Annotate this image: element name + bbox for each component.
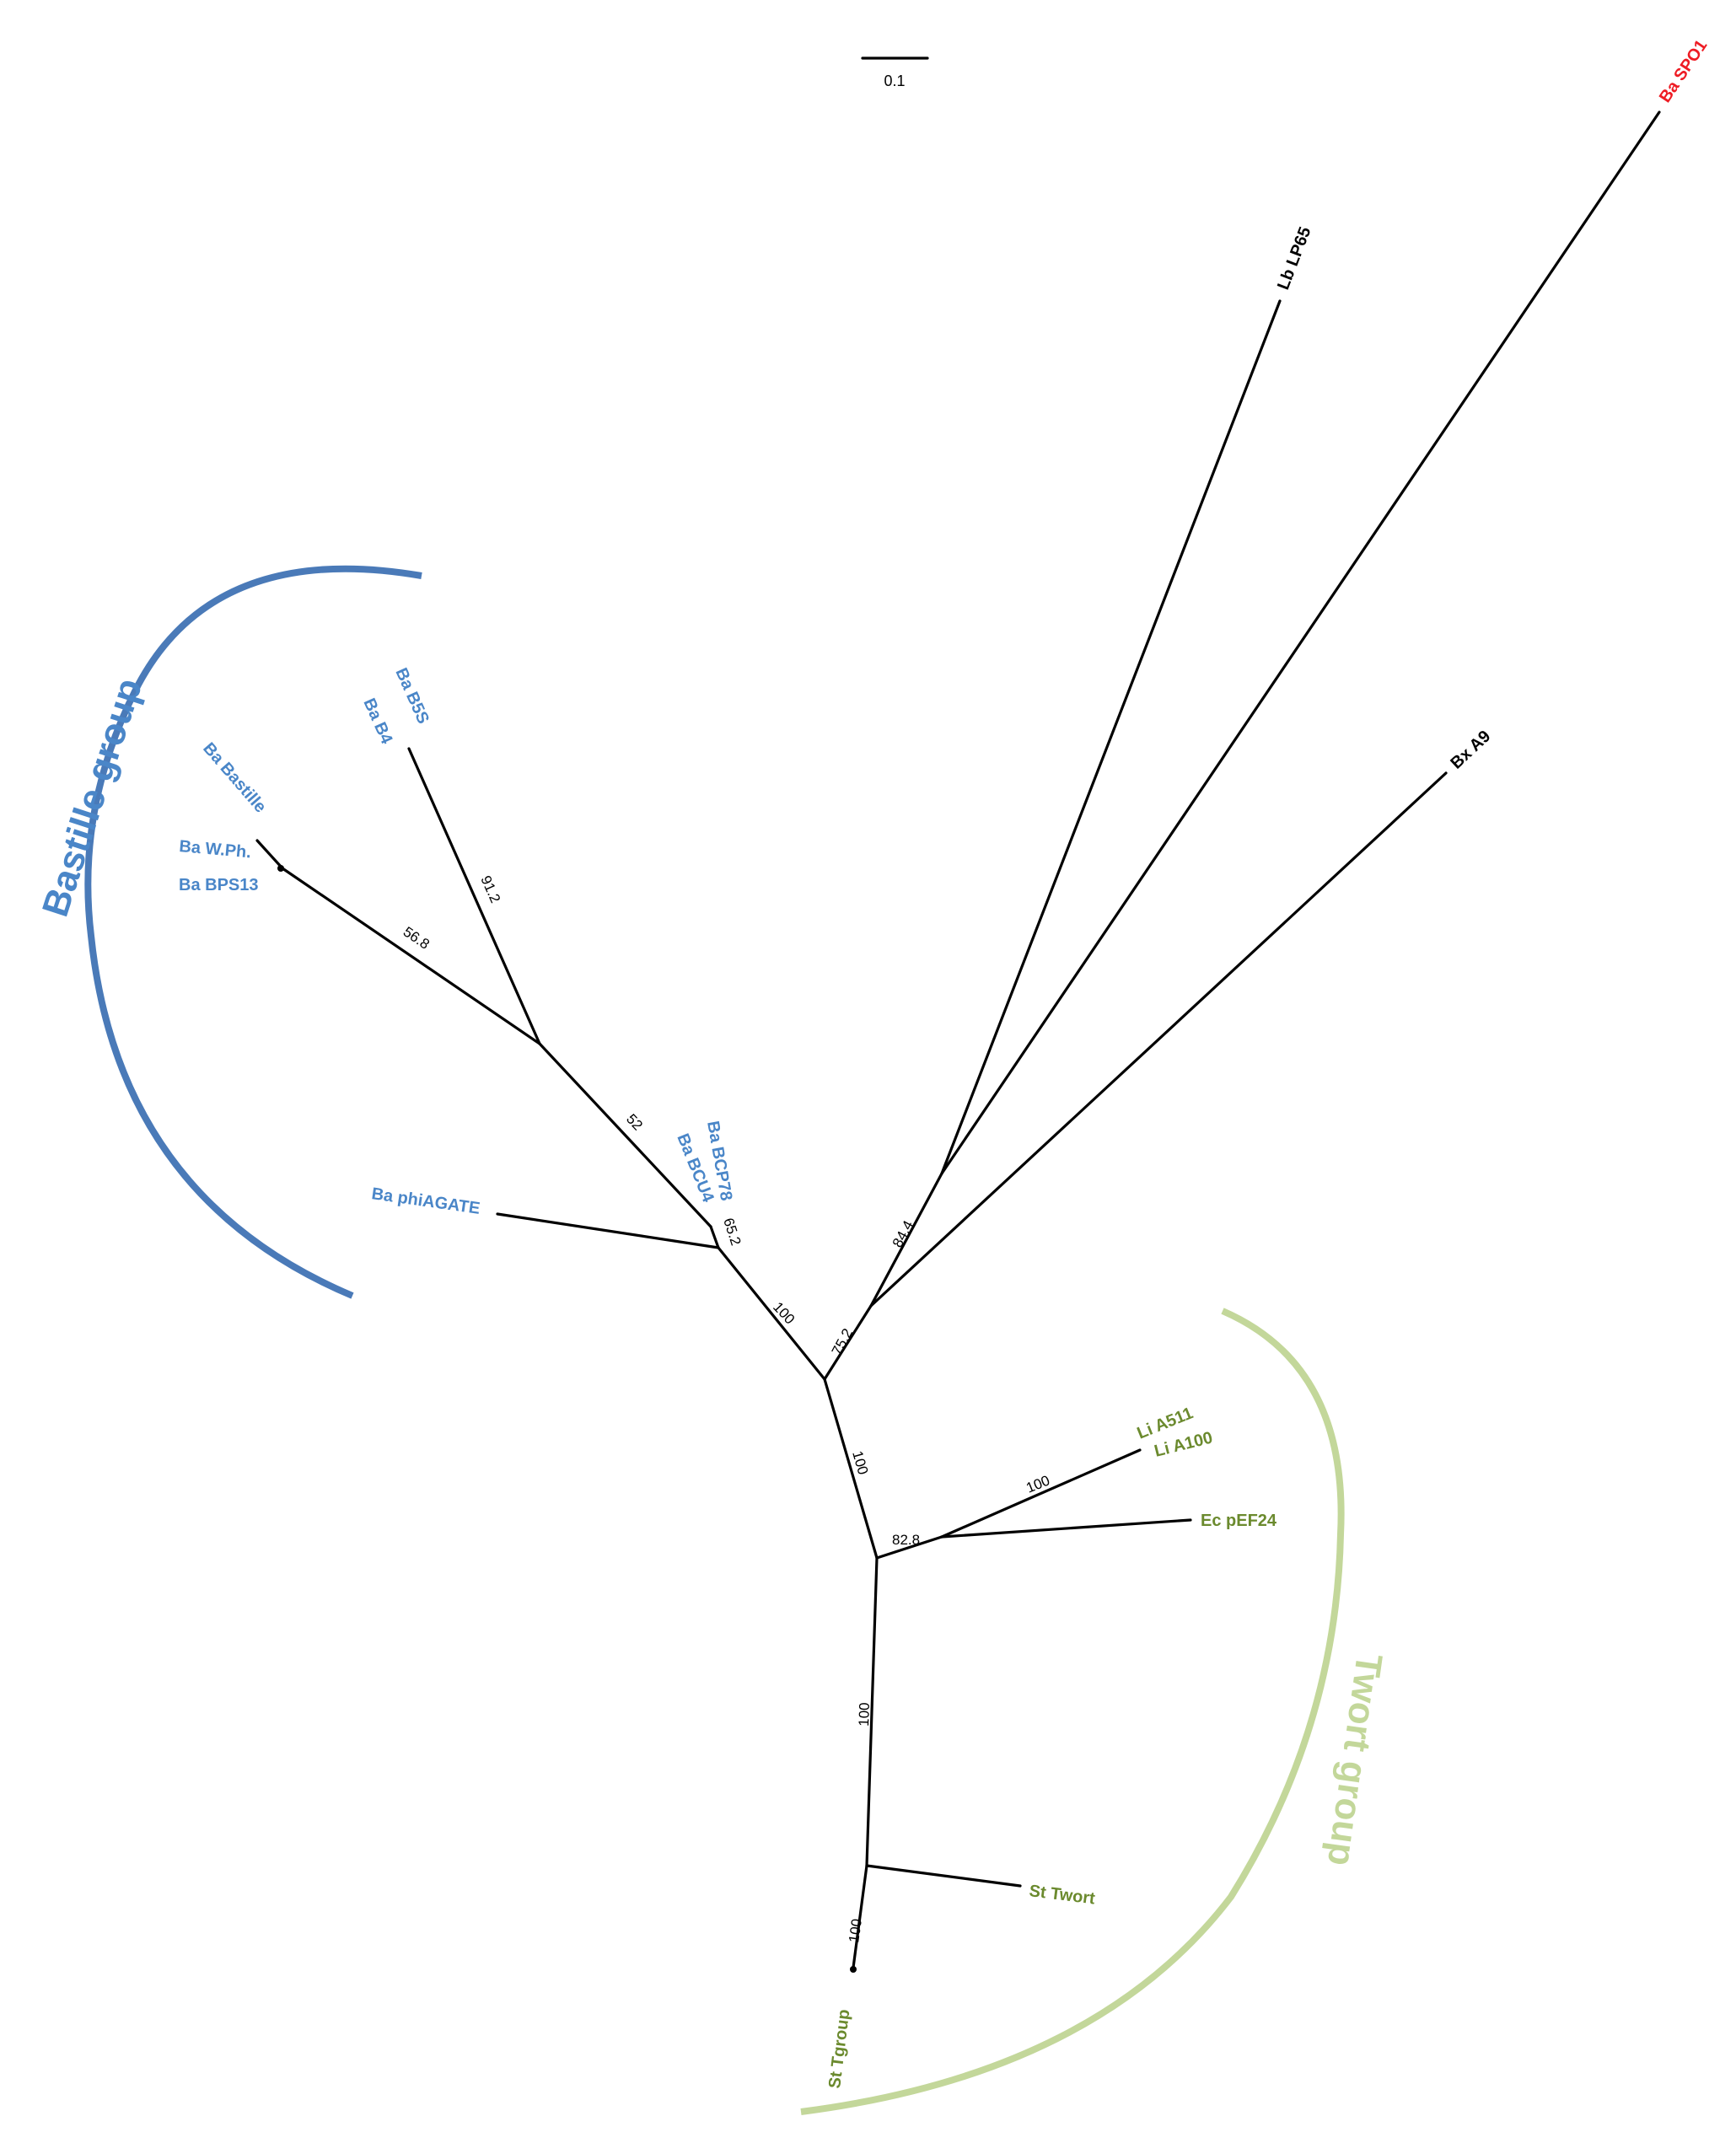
branch-568 [281, 867, 541, 1045]
branch-844 [869, 1172, 943, 1308]
twort-group-label: Twort group [1319, 1652, 1390, 1869]
taxon-ba-phiagate: Ba phiAGATE [370, 1184, 481, 1218]
branch-root-bastille [717, 1246, 826, 1381]
branch-root-twort [823, 1378, 879, 1560]
bootstrap-828: 82.8 [892, 1532, 920, 1548]
bootstrap-568: 56.8 [400, 924, 433, 953]
taxon-ba-spo1: Ba SPO1 [1656, 36, 1711, 105]
taxon-st-tgroup: St Tgroup [825, 2008, 853, 2089]
branch-root-upper [823, 1304, 873, 1381]
branch-ec-pef24 [940, 1518, 1192, 1539]
taxon-ba-b5s: Ba B5S [391, 665, 433, 727]
branch-st-tgroup [852, 1864, 868, 1969]
taxon-labels: Ba SPO1 Lb LP65 Bx A9 Ba B5S Ba B4 Ba Ba… [179, 36, 1712, 2089]
taxon-st-twort: St Twort [1028, 1882, 1096, 1908]
taxon-ba-b4: Ba B4 [359, 696, 396, 748]
scale-bar: 0.1 [861, 56, 929, 89]
collapsed-node-tgroup [850, 1966, 857, 1973]
bootstrap-100-listeria: 100 [1024, 1472, 1051, 1496]
branch-52 [538, 1042, 712, 1228]
bootstrap-52: 52 [623, 1111, 646, 1134]
twort-group-arc [800, 1308, 1345, 2115]
taxon-ba-bastille: Ba Bastille [199, 739, 270, 817]
bootstrap-100-tgroup: 100 [846, 1918, 865, 1944]
branch-652 [709, 1225, 720, 1249]
taxon-bx-a9: Bx A9 [1447, 727, 1494, 772]
branches [255, 110, 1661, 1973]
branch-bx-a9 [869, 771, 1448, 1308]
collapsed-node-bps13 [277, 865, 284, 872]
branch-st-twort [865, 1864, 1022, 1888]
branch-listeria [940, 1448, 1142, 1539]
taxon-ec-pef24: Ec pEF24 [1201, 1512, 1277, 1530]
bootstrap-912: 91.2 [477, 873, 503, 905]
bastille-group-arc [84, 565, 422, 1299]
branch-b5s-b4 [407, 747, 541, 1045]
branch-twort-lower [865, 1556, 879, 1867]
scale-bar-label: 0.1 [884, 73, 905, 89]
taxon-lb-lp65: Lb LP65 [1274, 224, 1314, 293]
bootstrap-844: 84.4 [889, 1218, 916, 1250]
branch-phiagate [496, 1212, 720, 1249]
branch-bastille [255, 839, 284, 870]
bootstrap-100-bastille: 100 [770, 1299, 798, 1328]
bastille-group-label: Bastille group [35, 674, 150, 921]
branch-ba-spo1 [940, 110, 1661, 1175]
taxon-ba-bps13: Ba BPS13 [179, 876, 259, 894]
taxon-ba-wph: Ba W.Ph. [179, 837, 252, 862]
branch-828 [875, 1535, 943, 1560]
bootstrap-752: 75.2 [829, 1326, 856, 1358]
bootstrap-652: 65.2 [720, 1216, 744, 1247]
bootstrap-values: 91.2 56.8 52 65.2 100 75.2 84.4 100 82.8… [400, 873, 1052, 1944]
branch-lb-lp65 [940, 299, 1282, 1175]
bootstrap-100-twort: 100 [856, 1702, 873, 1727]
